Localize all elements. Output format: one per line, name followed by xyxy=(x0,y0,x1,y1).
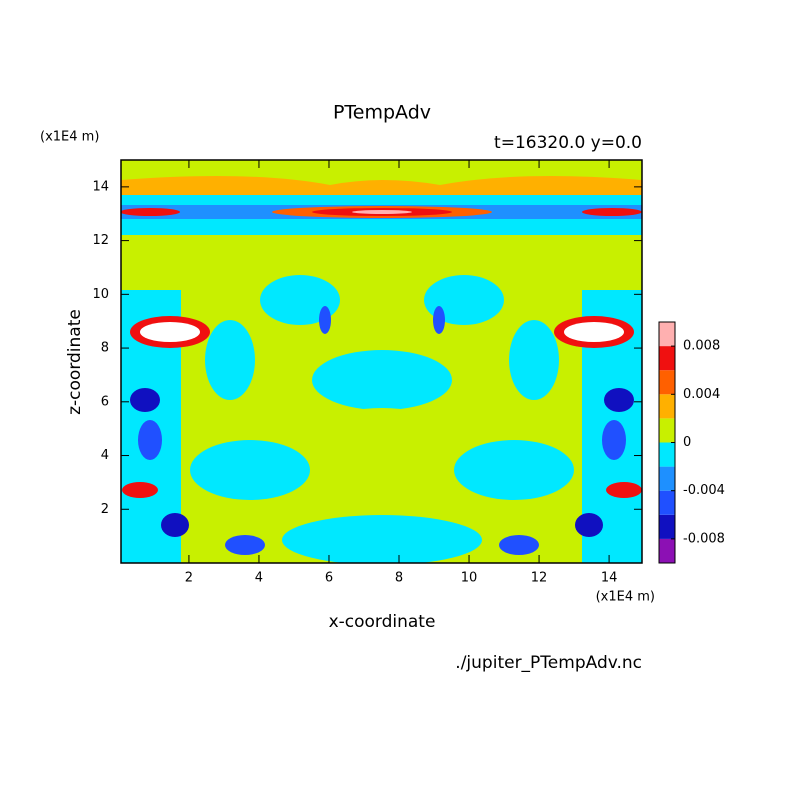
chart-subtitle: t=16320.0 y=0.0 xyxy=(494,133,642,153)
contour-region xyxy=(602,420,626,460)
chart-title: PTempAdv xyxy=(333,102,431,124)
contour-region xyxy=(606,482,642,498)
contour-region xyxy=(225,535,265,555)
contour-region xyxy=(282,515,482,563)
contour-region xyxy=(433,306,445,334)
contour-region xyxy=(337,408,427,432)
colorbar-segment xyxy=(659,370,675,395)
x-tick-label: 6 xyxy=(325,571,333,586)
y-axis-label: z-coordinate xyxy=(65,309,85,415)
contour-region xyxy=(352,210,412,214)
x-tick-label: 12 xyxy=(531,571,548,586)
y-tick-label: 6 xyxy=(101,394,109,409)
x-tick-label: 14 xyxy=(601,571,618,586)
colorbar-segment xyxy=(659,394,675,419)
contour-region xyxy=(161,513,189,537)
contour-region xyxy=(205,320,255,400)
x-tick-label: 4 xyxy=(255,571,263,586)
footer: ./jupiter_PTempAdv.nc xyxy=(455,653,642,673)
y-tick-label: 4 xyxy=(101,448,109,463)
colorbar-segment xyxy=(659,490,675,515)
contour-region xyxy=(140,322,200,342)
colorbar-tick-label: 0 xyxy=(683,435,691,450)
colorbar-segment xyxy=(659,466,675,491)
contour-region xyxy=(138,420,162,460)
colorbar-segment xyxy=(659,346,675,371)
contour-region xyxy=(122,482,158,498)
contour-region xyxy=(190,440,310,500)
colorbar-tick-label: -0.008 xyxy=(683,531,725,546)
plot-frame xyxy=(120,159,643,564)
colorbar-segment xyxy=(659,514,675,539)
y-tick-label: 10 xyxy=(92,287,109,302)
contour-region xyxy=(121,208,180,216)
y-tick-label: 8 xyxy=(101,341,109,356)
x-tick-label: 8 xyxy=(395,571,403,586)
x-tick-label: 2 xyxy=(185,571,193,586)
colorbar-segment xyxy=(659,442,675,467)
contour-region xyxy=(499,535,539,555)
colorbar-tick-label: 0.008 xyxy=(683,339,720,354)
colorbar-segment xyxy=(659,322,675,347)
x-unit: (x1E4 m) xyxy=(596,590,655,605)
y-tick-label: 2 xyxy=(101,502,109,517)
contour-region xyxy=(604,388,634,412)
contour-region xyxy=(121,176,642,200)
contour-region xyxy=(564,322,624,342)
contour-region xyxy=(575,513,603,537)
y-tick-label: 12 xyxy=(92,233,109,248)
contour-region xyxy=(130,388,160,412)
y-unit: (x1E4 m) xyxy=(40,130,99,145)
contour-region xyxy=(509,320,559,400)
colorbar-tick-label: -0.004 xyxy=(683,483,725,498)
contour-region xyxy=(312,350,452,410)
contour-field xyxy=(121,160,642,563)
contour-region xyxy=(454,440,574,500)
colorbar-tick-label: 0.004 xyxy=(683,387,720,402)
colorbar-segment xyxy=(659,538,675,563)
x-tick-label: 10 xyxy=(461,571,478,586)
contour-region xyxy=(582,208,642,216)
colorbar-segment xyxy=(659,418,675,443)
contour-region xyxy=(319,306,331,334)
y-tick-label: 14 xyxy=(92,179,109,194)
x-axis-label: x-coordinate xyxy=(329,612,436,632)
